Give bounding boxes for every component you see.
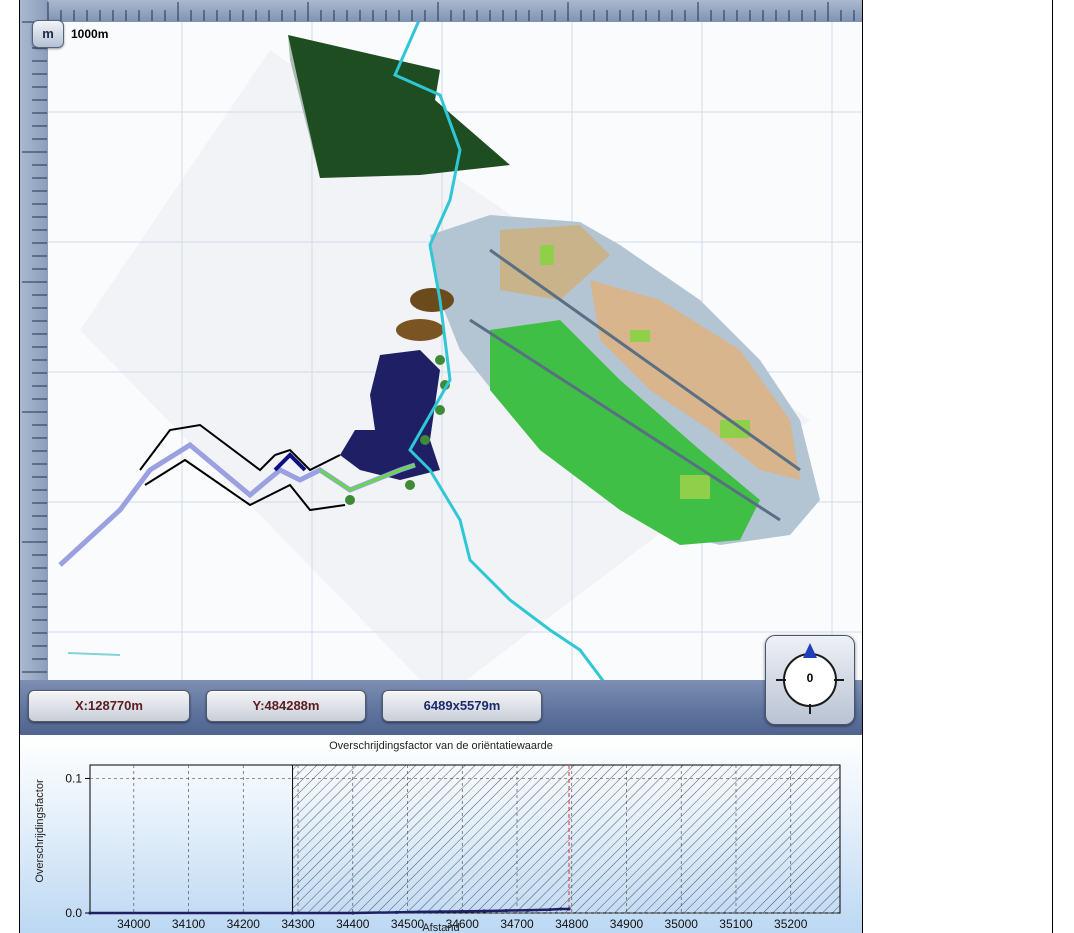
x-tick-label: 34400 xyxy=(336,917,370,931)
series-point xyxy=(438,910,442,914)
brown-structure-2 xyxy=(396,319,444,341)
y-coordinate-readout: Y:484288m xyxy=(206,690,366,722)
x-axis-title: Afstand xyxy=(422,922,460,933)
hatched-region xyxy=(292,764,841,914)
viewer-frame: m 1000m X:128770m Y:484288m 6489x5579m 0… xyxy=(19,0,863,933)
y-tick-label: 0.0 xyxy=(65,906,82,920)
x-tick-label: 34100 xyxy=(172,917,206,931)
island-parks xyxy=(540,245,750,499)
status-bar: X:128770m Y:484288m 6489x5579m xyxy=(20,680,862,735)
map-canvas[interactable] xyxy=(20,0,862,680)
brown-structure-1 xyxy=(410,288,454,312)
x-tick-label: 35000 xyxy=(665,917,699,931)
x-tick-label: 34800 xyxy=(555,917,589,931)
view-extent-readout: 6489x5579m xyxy=(382,690,542,722)
map-legend-mark xyxy=(67,652,121,656)
compass-rotation-value: 0 xyxy=(806,671,814,685)
chart-title: Overschrijdingsfactor van de oriëntatiew… xyxy=(329,740,553,752)
corridor-outline-south xyxy=(144,458,346,512)
series-point xyxy=(504,908,508,913)
ruler-ticks xyxy=(22,2,855,673)
forest-area xyxy=(288,35,510,178)
series-point xyxy=(394,910,399,914)
y-tick-label: 0.1 xyxy=(65,771,82,785)
x-tick-label: 34600 xyxy=(446,917,480,931)
profile-chart: Overschrijdingsfactor van de oriëntatiew… xyxy=(20,735,862,933)
series-point xyxy=(460,909,464,913)
x-tick-label: 34500 xyxy=(391,917,425,931)
series-point xyxy=(416,910,421,914)
x-tick-label: 34000 xyxy=(117,917,151,931)
project-area-shade xyxy=(80,50,810,680)
y-axis-title: Overschrijdingsfactor xyxy=(34,779,46,883)
island-roads xyxy=(469,248,801,522)
route-trace-green xyxy=(319,463,416,492)
compass-control[interactable]: 0 xyxy=(765,635,855,725)
x-tick-label: 35100 xyxy=(719,917,753,931)
series-point xyxy=(290,911,295,915)
outer-border xyxy=(1052,0,1053,933)
series-point xyxy=(526,908,530,912)
corridor-outline-north xyxy=(139,423,341,472)
x-coordinate-readout: X:128770m xyxy=(28,690,190,722)
navy-buffer xyxy=(340,350,440,480)
island-urban-north xyxy=(500,225,610,300)
series-point xyxy=(482,909,486,913)
scale-unit-button[interactable]: m xyxy=(32,20,64,48)
series-point xyxy=(559,907,563,911)
scale-label: 1000m xyxy=(71,27,109,41)
north-arrow-icon xyxy=(803,643,817,658)
series-point xyxy=(567,907,571,911)
cyan-route xyxy=(393,0,605,680)
compass-icon xyxy=(776,643,844,714)
chart-plot: 34000 34100 34200 34300 34400 34500 34600 34700… xyxy=(65,764,841,931)
series-point xyxy=(351,911,355,915)
x-tick-label: 34900 xyxy=(610,917,644,931)
route-trace-dark xyxy=(273,452,307,472)
x-tick-label: 34200 xyxy=(227,917,261,931)
map-view[interactable]: m 1000m X:128770m Y:484288m 6489x5579m 0 xyxy=(20,0,862,735)
x-tick-label: 34300 xyxy=(281,917,315,931)
island-base xyxy=(430,215,820,545)
series-point xyxy=(548,908,552,912)
x-tick-label: 34700 xyxy=(500,917,534,931)
x-tick-label: 35200 xyxy=(774,917,808,931)
series-point xyxy=(88,911,92,915)
